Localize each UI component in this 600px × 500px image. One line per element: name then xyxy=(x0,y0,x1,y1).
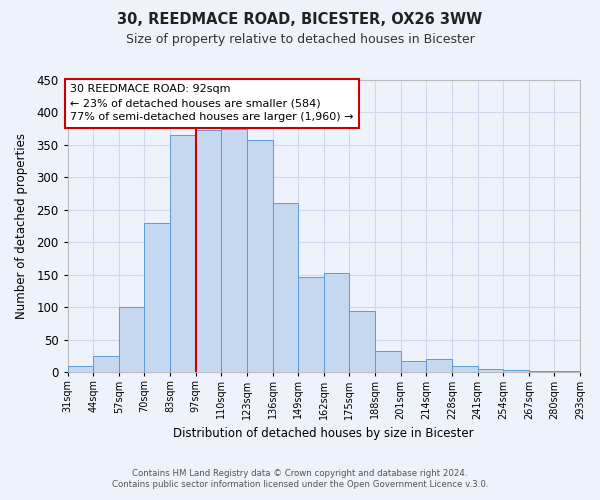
Bar xyxy=(247,140,272,372)
Bar xyxy=(68,366,93,372)
Text: Contains HM Land Registry data © Crown copyright and database right 2024.: Contains HM Land Registry data © Crown c… xyxy=(132,468,468,477)
Bar xyxy=(221,128,247,372)
Text: Size of property relative to detached houses in Bicester: Size of property relative to detached ho… xyxy=(125,32,475,46)
X-axis label: Distribution of detached houses by size in Bicester: Distribution of detached houses by size … xyxy=(173,427,474,440)
Bar xyxy=(324,273,349,372)
Bar xyxy=(452,366,478,372)
Bar xyxy=(349,310,375,372)
Text: 30 REEDMACE ROAD: 92sqm
← 23% of detached houses are smaller (584)
77% of semi-d: 30 REEDMACE ROAD: 92sqm ← 23% of detache… xyxy=(70,84,353,122)
Bar xyxy=(426,360,452,372)
Bar xyxy=(298,277,324,372)
Bar xyxy=(145,223,170,372)
Bar xyxy=(478,369,503,372)
Bar xyxy=(93,356,119,372)
Bar xyxy=(272,204,298,372)
Y-axis label: Number of detached properties: Number of detached properties xyxy=(15,133,28,319)
Bar xyxy=(529,371,554,372)
Text: 30, REEDMACE ROAD, BICESTER, OX26 3WW: 30, REEDMACE ROAD, BICESTER, OX26 3WW xyxy=(118,12,482,28)
Text: Contains public sector information licensed under the Open Government Licence v.: Contains public sector information licen… xyxy=(112,480,488,489)
Bar xyxy=(401,360,426,372)
Bar xyxy=(503,370,529,372)
Bar xyxy=(375,351,401,372)
Bar xyxy=(170,135,196,372)
Bar xyxy=(554,371,580,372)
Bar xyxy=(196,130,221,372)
Bar xyxy=(119,308,145,372)
